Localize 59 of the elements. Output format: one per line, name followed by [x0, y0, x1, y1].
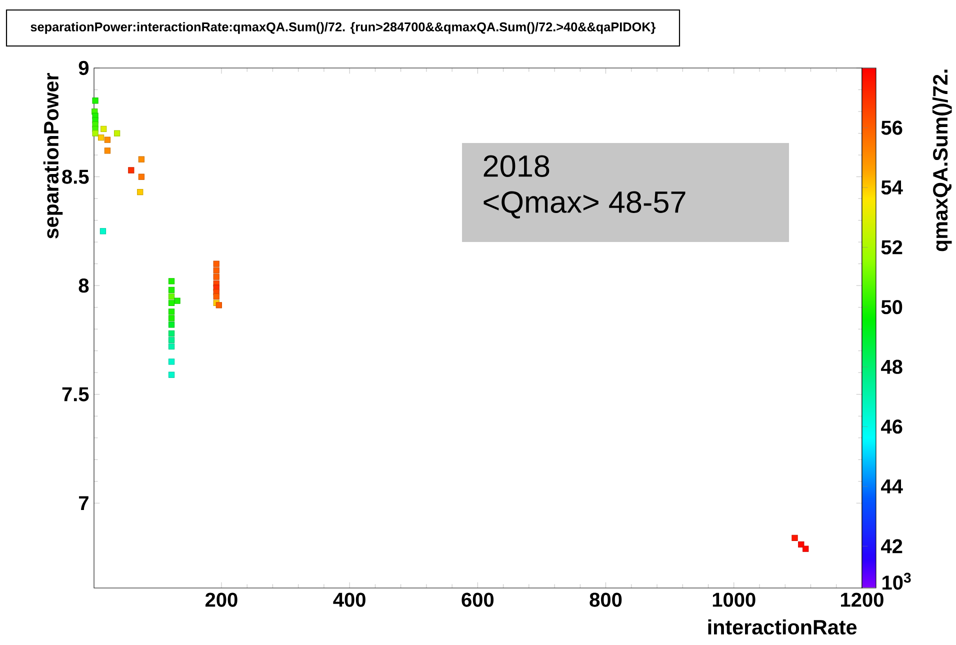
y-axis-title: separationPower: [43, 73, 63, 239]
color-bar-title: qmaxQA.Sum()/72.: [932, 70, 952, 252]
point: [168, 286, 175, 293]
point: [213, 267, 220, 274]
x-axis-title: interactionRate: [708, 619, 857, 635]
annotation: <Qmax> 48-57: [484, 191, 686, 218]
point: [802, 546, 809, 552]
color-bar-label: 54: [881, 180, 903, 194]
y-tick-label: 7: [79, 496, 88, 510]
color-bar-label: 56: [881, 120, 902, 135]
y-tick-label: 8: [78, 278, 89, 293]
point: [114, 130, 120, 136]
point: [798, 541, 804, 548]
color-bar-label: 42: [881, 539, 902, 554]
y-tick-label: 8.5: [62, 170, 89, 184]
point: [168, 308, 175, 315]
point: [128, 167, 134, 174]
y-tick-label: 9: [78, 60, 89, 76]
color-bar-label: 44: [881, 479, 903, 494]
point: [792, 534, 798, 542]
point: [168, 330, 175, 336]
point: [104, 136, 111, 143]
point: [138, 174, 144, 180]
x-tick-label: 1000: [712, 592, 756, 607]
color-bar-label: 50: [881, 300, 902, 314]
point: [213, 274, 220, 280]
annotation: 2018: [484, 155, 550, 177]
point: [92, 98, 98, 104]
point: [137, 188, 144, 196]
x-tick-label: 400: [333, 592, 366, 607]
x-tick-label: 1200: [841, 592, 884, 607]
x-tick-label: 800: [590, 592, 622, 607]
point: [216, 302, 222, 308]
point: [168, 372, 175, 378]
chart-title: separationPower:interactionRate:qmaxQA.Sum()/72. {run>284700&&qmaxQA.Sum()/72.>40&&qaPIDOK}: [30, 22, 656, 34]
point: [168, 343, 175, 350]
point: [168, 315, 175, 322]
point: [168, 336, 175, 344]
point: [168, 358, 175, 365]
point: [138, 156, 144, 162]
point: [92, 130, 98, 136]
y-tick-label: 7.5: [62, 387, 89, 402]
color-bar-label: 46: [881, 420, 902, 434]
point: [168, 278, 175, 284]
point: [100, 126, 107, 132]
x-tick-label: 200: [205, 592, 238, 607]
point: [168, 293, 175, 300]
point: [104, 148, 111, 154]
point: [100, 228, 106, 234]
point: [213, 260, 220, 267]
point: [174, 298, 180, 304]
x-tick-label: 600: [462, 592, 494, 607]
point: [168, 322, 175, 328]
color-bar-label: 52: [881, 240, 902, 254]
point: [98, 134, 104, 141]
point: [213, 293, 220, 300]
color-bar-label: 48: [881, 360, 902, 374]
text: 10$^{3}$: [882, 572, 911, 590]
point: [168, 300, 175, 306]
